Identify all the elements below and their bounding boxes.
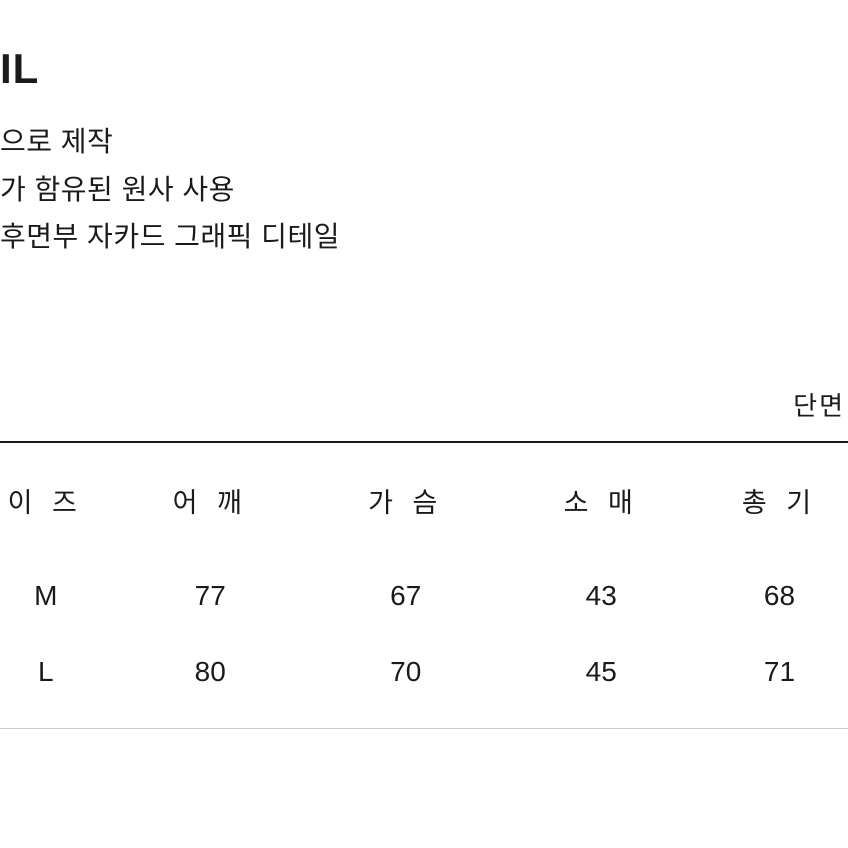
detail-bullets: 으로 제작 가 함유된 원사 사용 후면부 자카드 그래픽 디테일	[0, 118, 848, 261]
col-header-size: 이 즈	[0, 442, 113, 558]
bullet-line: 후면부 자카드 그래픽 디테일	[0, 213, 848, 261]
detail-heading: IL	[0, 45, 848, 93]
cell-size: M	[0, 558, 113, 634]
cell-value: 43	[504, 558, 700, 634]
size-table: 이 즈 어 깨 가 슴 소 매 총 기 M 77 67 43 68 L 80 7…	[0, 441, 848, 729]
table-header-row: 이 즈 어 깨 가 슴 소 매 총 기	[0, 442, 848, 558]
col-header-chest: 가 슴	[308, 442, 504, 558]
table-row: L 80 70 45 71	[0, 634, 848, 729]
table-row: M 77 67 43 68	[0, 558, 848, 634]
col-header-shoulder: 어 깨	[113, 442, 309, 558]
cell-value: 68	[699, 558, 848, 634]
cell-value: 77	[113, 558, 309, 634]
cell-value: 80	[113, 634, 309, 729]
bullet-line: 가 함유된 원사 사용	[0, 166, 848, 214]
col-header-sleeve: 소 매	[504, 442, 700, 558]
cell-size: L	[0, 634, 113, 729]
cell-value: 67	[308, 558, 504, 634]
col-header-length: 총 기	[699, 442, 848, 558]
cell-value: 45	[504, 634, 700, 729]
unit-label: 단면	[0, 386, 848, 423]
cell-value: 70	[308, 634, 504, 729]
cell-value: 71	[699, 634, 848, 729]
bullet-line: 으로 제작	[0, 118, 848, 166]
